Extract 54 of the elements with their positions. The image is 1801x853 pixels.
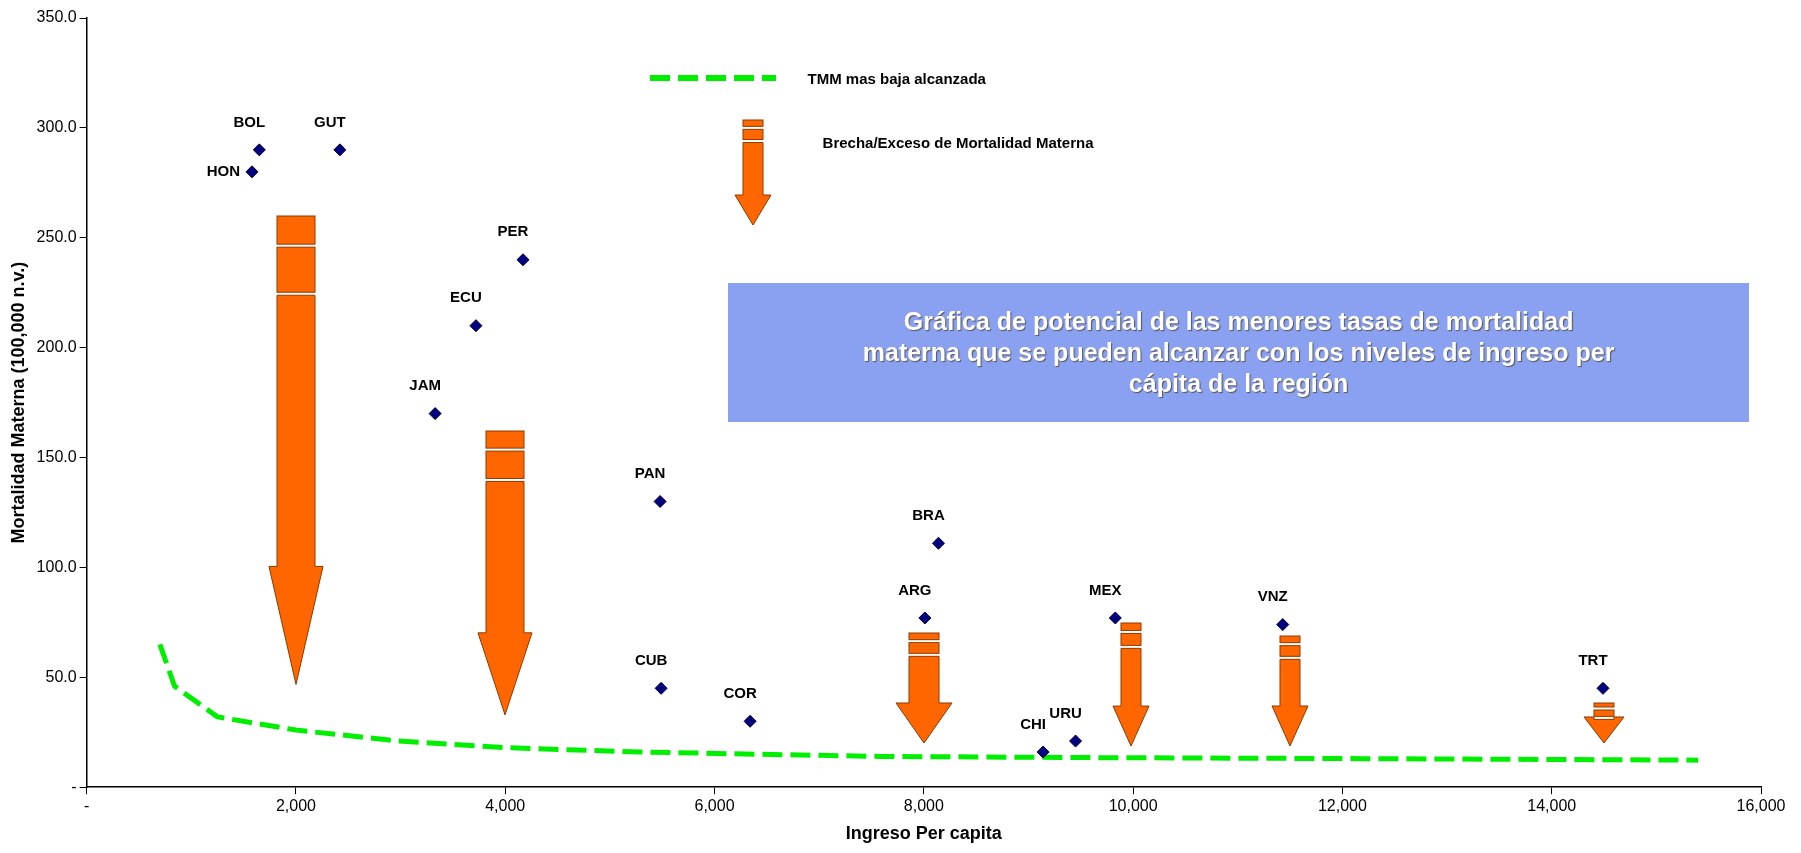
data-label: BOL xyxy=(233,112,266,130)
x-tick-label: 10,000 xyxy=(1108,797,1158,815)
y-tick-label: 50.0 xyxy=(45,667,77,685)
point xyxy=(1276,618,1290,632)
x-tick-label: 2,000 xyxy=(275,797,317,815)
y-tick-label: 350.0 xyxy=(36,8,77,26)
point xyxy=(516,253,530,267)
y-tick-label: 100.0 xyxy=(36,557,77,575)
annotation: Brecha/Exceso de Mortalidad Materna xyxy=(822,132,1095,153)
point xyxy=(743,714,757,728)
data-label: MEX xyxy=(1089,580,1122,598)
data-label: CHI xyxy=(1020,714,1047,732)
y-tick-label: 300.0 xyxy=(36,118,77,136)
y-tick-label: 200.0 xyxy=(36,338,77,356)
x-tick-label: 8,000 xyxy=(903,797,944,815)
point xyxy=(1596,681,1610,695)
text-box: Gráfica de potencial de las menores tasas de mortalidad materna que se pueden alcanzar con los niveles de ingreso per cápita de la región xyxy=(727,283,1750,422)
x-tick-label: 6,000 xyxy=(694,797,735,815)
point xyxy=(469,319,483,333)
y-axis-title: Mortalidad Materna (100,000 n.v.) xyxy=(7,261,28,544)
x-tick-label: - xyxy=(83,797,90,815)
data-label: ARG xyxy=(898,580,932,598)
point xyxy=(1069,734,1083,748)
x-tick-label: 12,000 xyxy=(1317,797,1367,815)
data-label: TRT xyxy=(1578,650,1608,668)
point xyxy=(428,407,442,421)
y-tick-label: - xyxy=(71,777,77,795)
data-label: BRA xyxy=(912,505,945,523)
data-label: GUT xyxy=(314,112,346,130)
point xyxy=(245,165,259,179)
point xyxy=(931,536,945,550)
data-label: ECU xyxy=(450,288,482,306)
point xyxy=(653,495,667,508)
data-label: HON xyxy=(206,161,240,179)
x-tick-label: 16,000 xyxy=(1736,797,1786,815)
data-label: URU xyxy=(1049,703,1082,721)
point xyxy=(918,611,932,625)
y-tick-label: 150.0 xyxy=(36,447,77,465)
x-tick-label: 14,000 xyxy=(1527,797,1577,815)
x-axis-title: Ingreso Per capita xyxy=(845,823,1003,844)
point xyxy=(252,143,266,157)
point xyxy=(654,681,668,695)
x-tick-label: 4,000 xyxy=(485,797,526,815)
y-tick-label: 250.0 xyxy=(36,228,77,246)
point xyxy=(333,143,347,157)
data-label: JAM xyxy=(409,376,441,394)
data-label: PER xyxy=(497,222,529,240)
data-label: VNZ xyxy=(1257,587,1288,605)
data-label: PAN xyxy=(634,464,666,482)
point xyxy=(1036,745,1050,759)
data-label: COR xyxy=(723,683,757,701)
data-label: CUB xyxy=(634,650,668,668)
point xyxy=(1108,611,1122,625)
text: TMM mas baja alcanzada xyxy=(807,69,986,87)
